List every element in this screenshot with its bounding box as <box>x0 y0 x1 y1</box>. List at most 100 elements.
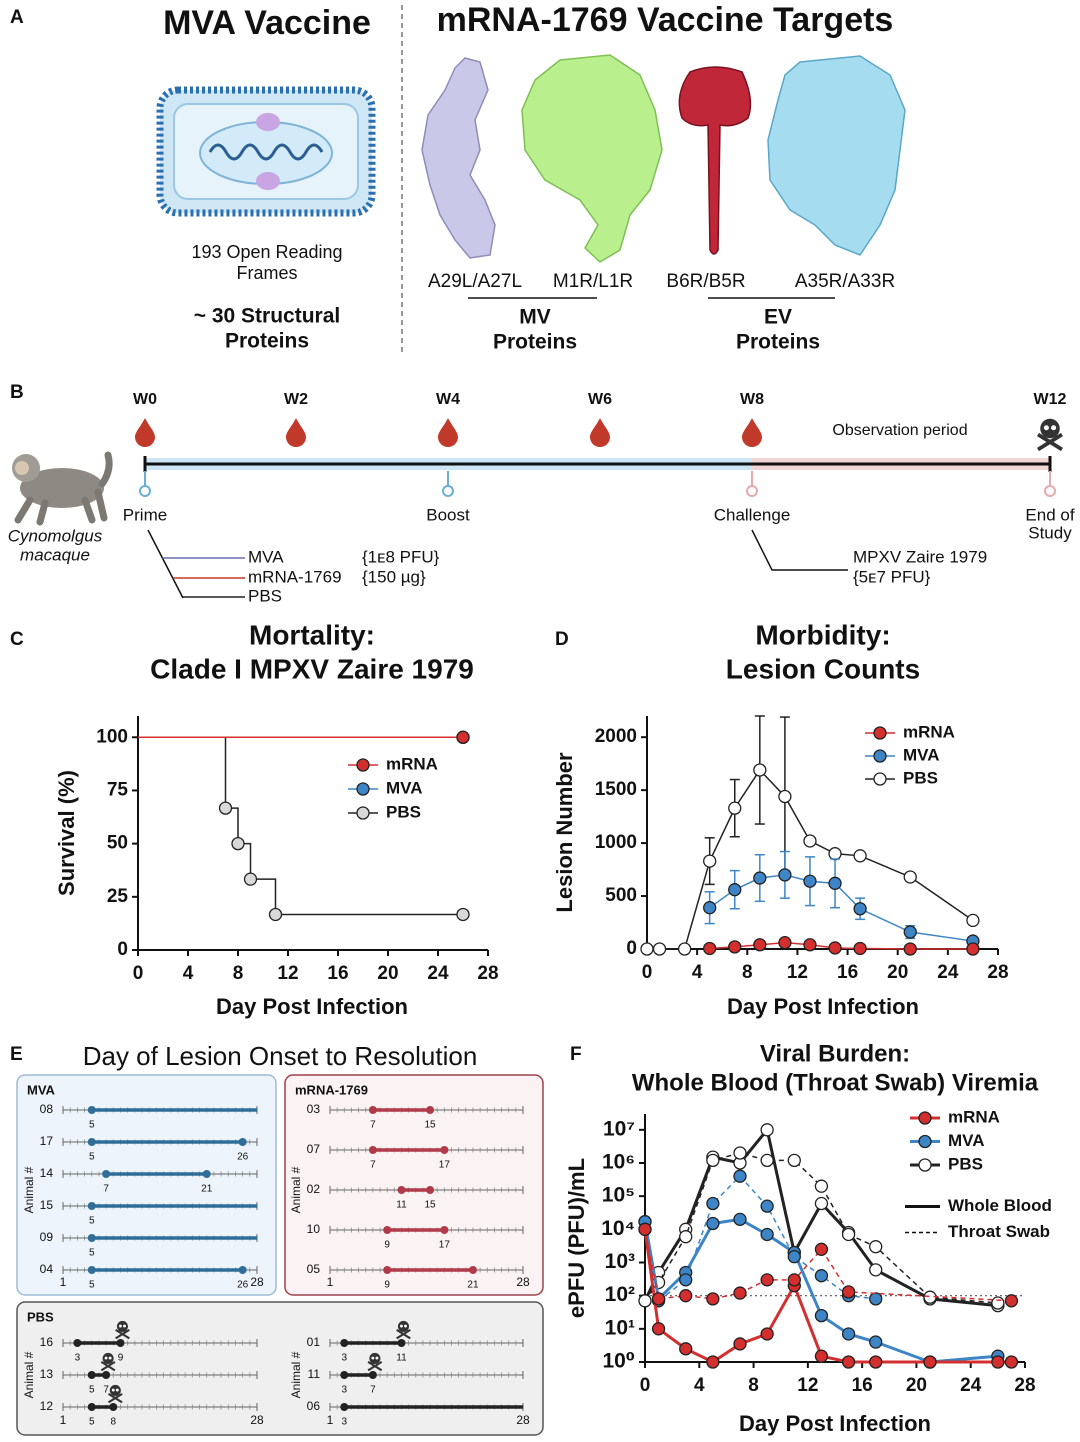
x-tick-label: 28 <box>250 1413 264 1427</box>
onset-label: 3 <box>342 1353 348 1364</box>
arm-dose: {1ᴇ8 PFU} <box>362 547 440 566</box>
data-point <box>814 1179 829 1193</box>
panel-box <box>16 1074 277 1296</box>
data-point <box>733 1212 747 1226</box>
protein-m1r <box>521 54 663 263</box>
target-label: A29L/A27L <box>428 271 522 292</box>
y-axis-label: ePFU (PFU)/mL <box>564 1158 589 1318</box>
chart-title: Clade I MPXV Zaire 1979 <box>150 653 474 684</box>
x-tick-label: 28 <box>516 1275 530 1289</box>
bone <box>396 1328 411 1340</box>
x-tick-label: 24 <box>937 962 959 983</box>
legend-marker <box>873 726 887 740</box>
challenge-bracket <box>751 529 848 571</box>
blood-drop <box>590 418 610 447</box>
data-point <box>456 907 470 922</box>
y-tick-label: 10⁰ <box>602 1350 635 1373</box>
x-tick-label: 16 <box>852 1375 873 1396</box>
chart-title: Morbidity: <box>755 619 890 650</box>
data-point <box>1004 1355 1019 1369</box>
end-dot <box>368 1371 377 1379</box>
bone <box>107 1392 123 1404</box>
data-point <box>814 1269 829 1283</box>
week-label: W0 <box>133 391 157 408</box>
y-tick-label: 10¹ <box>605 1316 635 1339</box>
onset-label: 3 <box>342 1417 348 1428</box>
x-tick-label: 0 <box>642 962 653 983</box>
end-label: 8 <box>111 1417 117 1428</box>
structural-text: ~ 30 Structural <box>194 305 340 328</box>
x-tick-label: 4 <box>692 962 703 983</box>
data-point <box>828 876 842 890</box>
onset-label: 5 <box>89 1216 95 1227</box>
x-tick-label: 12 <box>797 1375 818 1396</box>
end-dot <box>426 1186 435 1194</box>
onset-label: 5 <box>89 1385 95 1396</box>
animal-id: 10 <box>307 1222 321 1236</box>
x-tick-label: 8 <box>742 962 753 983</box>
data-point <box>923 1355 937 1369</box>
y-axis-label: Animal # <box>289 1351 303 1398</box>
data-point <box>869 1292 883 1306</box>
panel-label: D <box>555 629 569 650</box>
event-label: Challenge <box>714 505 791 524</box>
skull <box>109 1384 121 1396</box>
legend-marker <box>356 806 370 820</box>
legend-label: mRNA <box>948 1107 1000 1126</box>
data-point <box>753 763 767 777</box>
data-point <box>733 1146 747 1160</box>
challenge-label: MPXV Zaire 1979 <box>853 547 987 566</box>
animal-id: 07 <box>307 1142 321 1156</box>
data-point <box>869 1335 883 1349</box>
data-point <box>733 1286 747 1300</box>
data-point <box>853 902 867 916</box>
x-tick-label: 20 <box>377 963 398 984</box>
eye <box>1051 425 1057 431</box>
end-label: 17 <box>439 1240 451 1251</box>
onset-dot <box>87 1106 96 1114</box>
data-point <box>733 1169 747 1183</box>
y-tick-label: 10⁵ <box>602 1184 635 1207</box>
data-point <box>706 1292 720 1306</box>
x-axis-label: Day Post Infection <box>216 994 408 1019</box>
legend-label: Whole Blood <box>948 1196 1052 1215</box>
x-tick-label: 0 <box>640 1375 651 1396</box>
onset-dot <box>87 1202 96 1210</box>
onset-dot <box>340 1371 349 1379</box>
y-tick-label: 75 <box>107 779 129 800</box>
bone <box>100 1360 116 1372</box>
animal-id: 12 <box>40 1399 54 1413</box>
species-label: macaque <box>20 545 90 564</box>
eye <box>375 1356 379 1360</box>
end-dot <box>426 1106 435 1114</box>
data-point <box>903 870 917 884</box>
skull-icon <box>396 1320 411 1340</box>
onset-label: 9 <box>384 1240 390 1251</box>
legend-label: PBS <box>386 802 421 821</box>
chart-title: Whole Blood (Throat Swab) Viremia <box>632 1069 1039 1096</box>
eye <box>123 1324 126 1328</box>
y-axis-label: Animal # <box>22 1166 36 1213</box>
mva-title: MVA Vaccine <box>163 4 371 42</box>
x-axis-label: Day Post Infection <box>739 1411 931 1436</box>
data-point <box>787 1153 801 1168</box>
event-marker <box>746 485 758 497</box>
end-dot <box>238 1266 247 1274</box>
onset-dot <box>87 1403 96 1411</box>
end-label: 26 <box>237 1280 249 1291</box>
data-point <box>1004 1294 1019 1308</box>
legend-marker <box>356 758 370 772</box>
lateral-body <box>256 113 280 131</box>
x-tick-label: 12 <box>277 963 298 984</box>
end-label: 7 <box>103 1385 109 1396</box>
data-point <box>869 1355 883 1369</box>
onset-label: 5 <box>89 1152 95 1163</box>
data-point <box>778 935 792 950</box>
data-point <box>787 1273 801 1287</box>
onset-label: 5 <box>89 1120 95 1131</box>
data-point <box>728 883 742 897</box>
skull-icon <box>100 1352 116 1372</box>
face <box>15 461 29 475</box>
skull-icon <box>107 1384 123 1404</box>
